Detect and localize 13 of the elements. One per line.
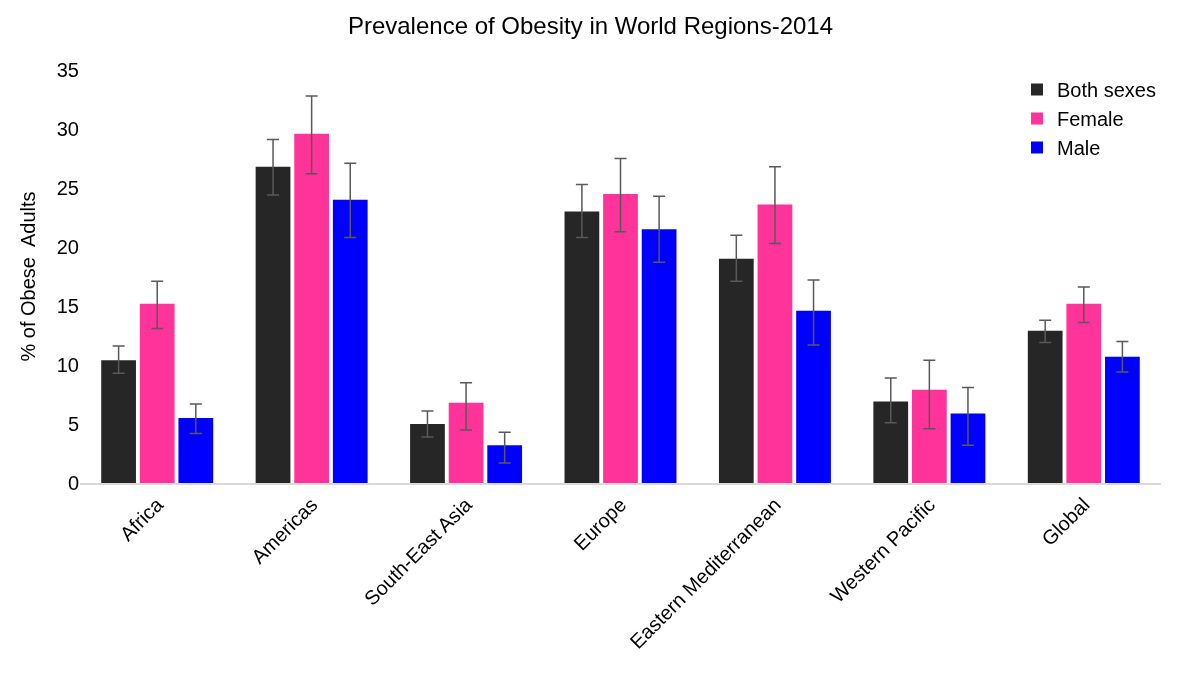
y-tick-label: 10 <box>56 354 79 376</box>
y-tick-label: 30 <box>56 118 79 140</box>
chart-title: Prevalence of Obesity in World Regions-2014 <box>347 12 834 40</box>
legend-label: Male <box>1057 137 1101 160</box>
y-tick-label: 15 <box>56 295 79 317</box>
legend-label: Female <box>1057 108 1124 131</box>
legend-label: Both sexes <box>1057 79 1156 102</box>
y-tick-label: 20 <box>56 236 79 258</box>
y-tick-label: 5 <box>67 413 79 435</box>
y-tick-label: 35 <box>56 59 79 81</box>
y-axis-title: % of Obese Adults <box>17 191 40 362</box>
y-tick-label: 0 <box>67 472 79 494</box>
y-tick-label: 25 <box>56 177 79 199</box>
